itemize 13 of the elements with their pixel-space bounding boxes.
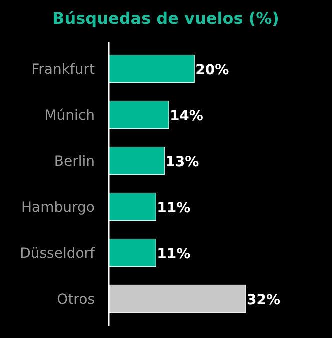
data-label: 14%: [170, 108, 204, 124]
data-label: 13%: [166, 154, 200, 170]
y-tick-label: Frankfurt: [32, 62, 96, 78]
data-label: 32%: [247, 292, 281, 308]
data-label: 11%: [157, 246, 191, 262]
y-tick-label: Düsseldorf: [20, 246, 96, 262]
y-tick-label: Múnich: [44, 108, 95, 124]
y-tick-label: Otros: [57, 292, 95, 308]
data-label: 20%: [196, 62, 230, 78]
y-tick-label: Berlin: [54, 154, 95, 170]
data-label: 11%: [157, 200, 191, 216]
chart-title: Búsquedas de vuelos (%): [52, 9, 280, 28]
y-tick-label: Hamburgo: [22, 200, 95, 216]
